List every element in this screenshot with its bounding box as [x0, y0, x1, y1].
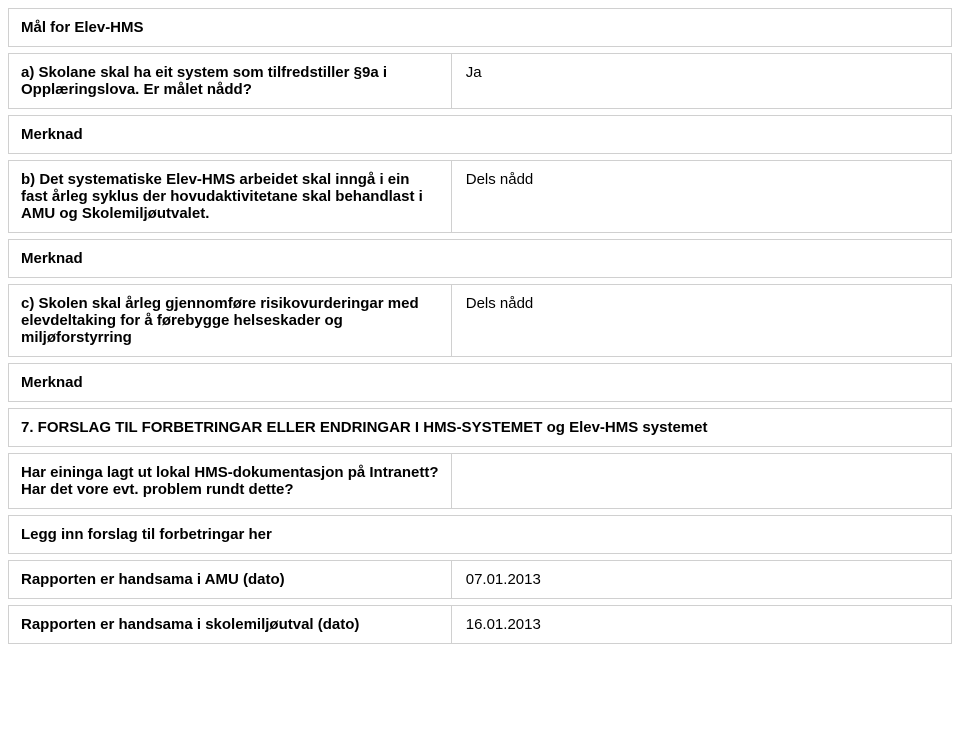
value-rapport-skole: 16.01.2013 [452, 606, 951, 643]
label-rapport-amu: Rapporten er handsama i AMU (dato) [9, 561, 452, 598]
label-item-b: b) Det systematiske Elev-HMS arbeidet sk… [9, 161, 452, 232]
row-rapport-skole: Rapporten er handsama i skolemiljøutval … [8, 605, 952, 644]
value-rapport-amu: 07.01.2013 [452, 561, 951, 598]
section7-title: 7. FORSLAG TIL FORBETRINGAR ELLER ENDRIN… [8, 408, 952, 447]
value-item-b: Dels nådd [452, 161, 951, 232]
row-item-c: c) Skolen skal årleg gjennomføre risikov… [8, 284, 952, 357]
row-item-b: b) Det systematiske Elev-HMS arbeidet sk… [8, 160, 952, 233]
label-item-c: c) Skolen skal årleg gjennomføre risikov… [9, 285, 452, 356]
merknad-a: Merknad [8, 115, 952, 154]
value-item-d [452, 454, 951, 508]
label-rapport-skole: Rapporten er handsama i skolemiljøutval … [9, 606, 452, 643]
section-title-mal: Mål for Elev-HMS [8, 8, 952, 47]
row-item-d: Har eininga lagt ut lokal HMS-dokumentas… [8, 453, 952, 509]
row-rapport-amu: Rapporten er handsama i AMU (dato) 07.01… [8, 560, 952, 599]
forslag-label: Legg inn forslag til forbetringar her [8, 515, 952, 554]
merknad-b: Merknad [8, 239, 952, 278]
merknad-c: Merknad [8, 363, 952, 402]
value-item-a: Ja [452, 54, 951, 108]
value-item-c: Dels nådd [452, 285, 951, 356]
row-item-a: a) Skolane skal ha eit system som tilfre… [8, 53, 952, 109]
label-item-d: Har eininga lagt ut lokal HMS-dokumentas… [9, 454, 452, 508]
label-item-a: a) Skolane skal ha eit system som tilfre… [9, 54, 452, 108]
